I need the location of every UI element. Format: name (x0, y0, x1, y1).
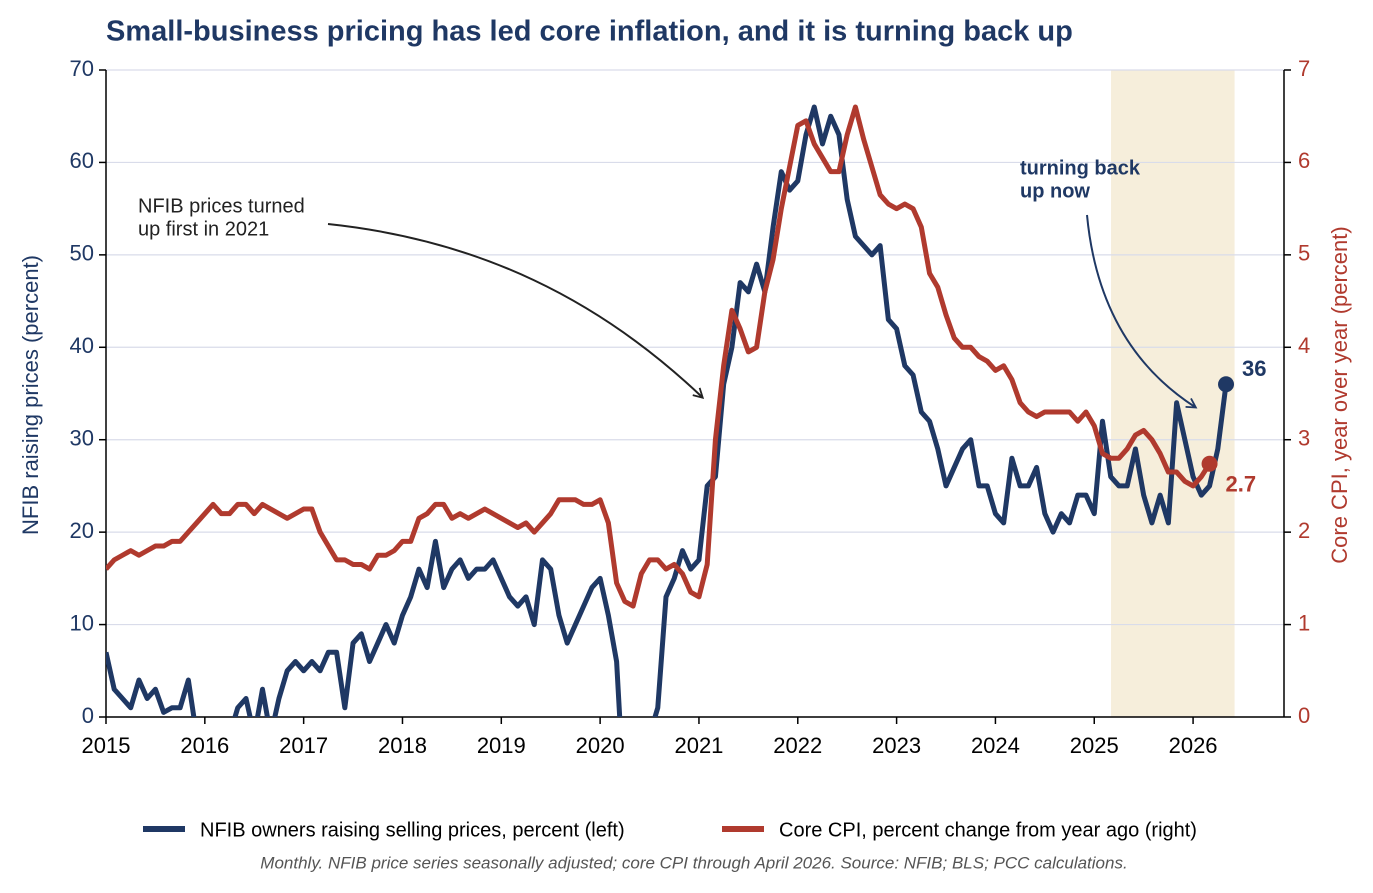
x-tick-label: 2018 (378, 733, 427, 758)
legend-label: NFIB owners raising selling prices, perc… (200, 819, 625, 841)
x-tick-label: 2017 (279, 733, 328, 758)
x-tick-label: 2016 (180, 733, 229, 758)
annotation: up now (1020, 180, 1090, 202)
end-label: 2.7 (1226, 472, 1257, 497)
y-tick-label: 40 (70, 333, 94, 358)
y2-tick-label: 3 (1298, 426, 1310, 451)
y-tick-label: 20 (70, 518, 94, 543)
y2-tick-label: 6 (1298, 148, 1310, 173)
x-tick-label: 2020 (576, 733, 625, 758)
x-tick-label: 2023 (872, 733, 921, 758)
end-point (1201, 455, 1218, 472)
x-tick-label: 2025 (1070, 733, 1119, 758)
y-tick-label: 60 (70, 148, 94, 173)
annotation: up first in 2021 (138, 218, 269, 240)
x-tick-label: 2019 (477, 733, 526, 758)
y2-tick-label: 0 (1298, 703, 1310, 728)
end-point (1218, 376, 1235, 393)
background-layer (106, 69, 1284, 718)
y-tick-label: 0 (82, 703, 94, 728)
y-tick-label: 10 (70, 610, 94, 635)
annotation-arrow (1086, 214, 1198, 409)
footnote: Monthly. NFIB price series seasonally ad… (260, 853, 1127, 872)
series-line (106, 104, 1229, 717)
y-tick-label: 70 (70, 56, 94, 81)
x-tick-label: 2015 (82, 733, 131, 758)
end-label: 36 (1242, 356, 1266, 381)
y2-tick-label: 1 (1298, 610, 1310, 635)
annotation: turning back (1020, 157, 1141, 179)
y2-tick-label: 2 (1298, 518, 1310, 543)
annotation: NFIB prices turned (138, 195, 305, 217)
y2-tick-label: 4 (1298, 333, 1310, 358)
x-tick-label: 2024 (971, 733, 1020, 758)
highlight-band (1111, 70, 1235, 717)
y2-axis-label: Core CPI, year over year (percent) (1327, 226, 1352, 563)
series-line (106, 104, 1212, 609)
y-tick-label: 50 (70, 241, 94, 266)
y2-tick-label: 7 (1298, 56, 1310, 81)
y-tick-label: 30 (70, 426, 94, 451)
x-tick-label: 2022 (773, 733, 822, 758)
legend-label: Core CPI, percent change from year ago (… (779, 819, 1197, 841)
chart-title: Small-business pricing has led core infl… (106, 16, 1073, 48)
y-axis-label: NFIB raising prices (percent) (18, 255, 43, 535)
x-tick-label: 2021 (674, 733, 723, 758)
x-tick-label: 2026 (1169, 733, 1218, 758)
y2-tick-label: 5 (1298, 241, 1310, 266)
annotation-arrow (327, 223, 705, 399)
